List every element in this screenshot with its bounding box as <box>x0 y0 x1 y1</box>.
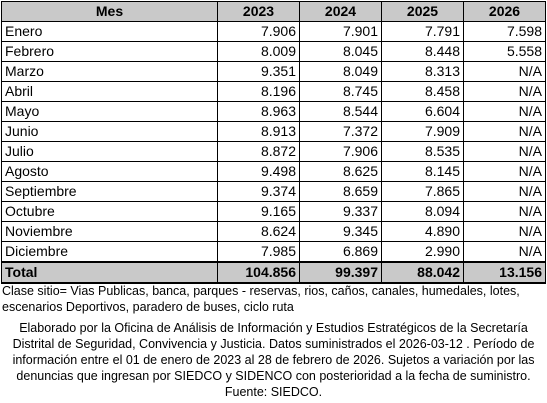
table-row: Noviembre 8.624 9.345 4.890 N/A <box>1 221 546 242</box>
value-cell: 8.045 <box>299 41 382 62</box>
month-cell: Diciembre <box>1 241 218 263</box>
month-cell: Octubre <box>1 201 218 222</box>
month-cell: Marzo <box>1 61 218 82</box>
header-2025: 2025 <box>381 1 464 22</box>
header-mes: Mes <box>1 1 218 22</box>
value-cell: 9.165 <box>217 201 300 222</box>
month-cell: Enero <box>1 21 218 42</box>
description-line: Elaborado por la Oficina de Análisis de … <box>19 321 528 335</box>
value-cell: 7.985 <box>217 241 300 263</box>
value-cell: 8.535 <box>381 141 464 162</box>
value-cell: N/A <box>463 161 546 182</box>
month-cell: Febrero <box>1 41 218 62</box>
value-cell: 7.598 <box>463 21 546 42</box>
monthly-data-table: Mes 2023 2024 2025 2026 Enero 7.906 7.901 7… <box>1 1 546 284</box>
value-cell: 7.791 <box>381 21 464 42</box>
month-cell: Abril <box>1 81 218 102</box>
table-row: Mayo 8.963 8.544 6.604 N/A <box>1 101 546 122</box>
total-value: 13.156 <box>463 261 546 284</box>
source-description: Elaborado por la Oficina de Análisis de … <box>0 320 547 400</box>
month-cell: Mayo <box>1 101 218 122</box>
value-cell: 8.313 <box>381 61 464 82</box>
value-cell: N/A <box>463 141 546 162</box>
value-cell: 6.869 <box>299 241 382 263</box>
value-cell: 7.865 <box>381 181 464 202</box>
value-cell: 7.906 <box>217 21 300 42</box>
value-cell: 9.498 <box>217 161 300 182</box>
value-cell: 2.990 <box>381 241 464 263</box>
value-cell: N/A <box>463 81 546 102</box>
month-cell: Noviembre <box>1 221 218 242</box>
value-cell: 9.337 <box>299 201 382 222</box>
table-header-row: Mes 2023 2024 2025 2026 <box>1 1 546 22</box>
table-row: Julio 8.872 7.906 8.535 N/A <box>1 141 546 162</box>
description-line: Fuente: SIEDCO. <box>224 385 323 399</box>
value-cell: 8.448 <box>381 41 464 62</box>
value-cell: 9.351 <box>217 61 300 82</box>
value-cell: 8.625 <box>299 161 382 182</box>
value-cell: N/A <box>463 221 546 242</box>
description-line: denuncias que ingresan por SIEDCO y SIDE… <box>16 369 531 383</box>
value-cell: 8.049 <box>299 61 382 82</box>
value-cell: N/A <box>463 241 546 263</box>
table-row: Junio 8.913 7.372 7.909 N/A <box>1 121 546 142</box>
value-cell: 7.901 <box>299 21 382 42</box>
value-cell: 4.890 <box>381 221 464 242</box>
value-cell: 7.909 <box>381 121 464 142</box>
value-cell: N/A <box>463 61 546 82</box>
table-row: Enero 7.906 7.901 7.791 7.598 <box>1 21 546 42</box>
value-cell: N/A <box>463 201 546 222</box>
value-cell: N/A <box>463 121 546 142</box>
value-cell: 8.145 <box>381 161 464 182</box>
value-cell: 8.872 <box>217 141 300 162</box>
note-line: escenarios Deportivos, paradero de buses… <box>2 300 294 314</box>
description-line: Distrital de Seguridad, Convivencia y Ju… <box>12 337 535 351</box>
total-value: 104.856 <box>217 261 300 284</box>
total-row: Total 104.856 99.397 88.042 13.156 <box>1 261 546 284</box>
total-label: Total <box>1 261 218 284</box>
header-2023: 2023 <box>217 1 300 22</box>
value-cell: 8.196 <box>217 81 300 102</box>
value-cell: 8.458 <box>381 81 464 102</box>
table-row: Agosto 9.498 8.625 8.145 N/A <box>1 161 546 182</box>
value-cell: 8.963 <box>217 101 300 122</box>
value-cell: 7.372 <box>299 121 382 142</box>
value-cell: 8.009 <box>217 41 300 62</box>
description-line: información entre el 01 de enero de 2023… <box>12 353 535 367</box>
value-cell: 8.913 <box>217 121 300 142</box>
table-row: Octubre 9.165 9.337 8.094 N/A <box>1 201 546 222</box>
value-cell: 9.345 <box>299 221 382 242</box>
value-cell: N/A <box>463 181 546 202</box>
table-row: Diciembre 7.985 6.869 2.990 N/A <box>1 241 546 263</box>
month-cell: Agosto <box>1 161 218 182</box>
table-body: Enero 7.906 7.901 7.791 7.598 Febrero 8.009 8.0… <box>1 21 546 284</box>
value-cell: 8.745 <box>299 81 382 102</box>
month-cell: Junio <box>1 121 218 142</box>
total-value: 88.042 <box>381 261 464 284</box>
value-cell: 5.558 <box>463 41 546 62</box>
total-value: 99.397 <box>299 261 382 284</box>
table-row: Abril 8.196 8.745 8.458 N/A <box>1 81 546 102</box>
value-cell: N/A <box>463 101 546 122</box>
table-row: Septiembre 9.374 8.659 7.865 N/A <box>1 181 546 202</box>
table-row: Marzo 9.351 8.049 8.313 N/A <box>1 61 546 82</box>
value-cell: 8.624 <box>217 221 300 242</box>
month-cell: Septiembre <box>1 181 218 202</box>
site-class-note: Clase sitio= Vias Publicas, banca, parqu… <box>2 283 544 315</box>
header-2024: 2024 <box>299 1 382 22</box>
value-cell: 8.544 <box>299 101 382 122</box>
note-line: Clase sitio= Vias Publicas, banca, parqu… <box>2 284 520 298</box>
month-cell: Julio <box>1 141 218 162</box>
value-cell: 6.604 <box>381 101 464 122</box>
value-cell: 9.374 <box>217 181 300 202</box>
header-2026: 2026 <box>463 1 546 22</box>
value-cell: 7.906 <box>299 141 382 162</box>
value-cell: 8.659 <box>299 181 382 202</box>
value-cell: 8.094 <box>381 201 464 222</box>
table-row: Febrero 8.009 8.045 8.448 5.558 <box>1 41 546 62</box>
